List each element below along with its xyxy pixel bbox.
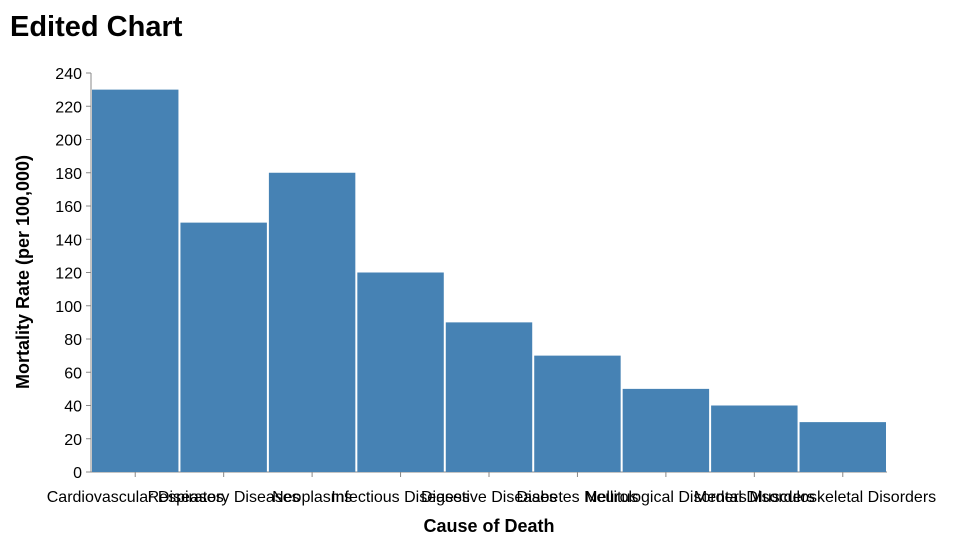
y-tick-label: 240: [55, 66, 82, 83]
y-tick-label: 60: [64, 365, 82, 382]
bar: [799, 422, 886, 472]
y-tick-label: 120: [55, 266, 82, 283]
x-tick-label: Musculoskeletal Disorders: [749, 489, 936, 506]
bar: [92, 89, 179, 472]
x-tick-label: Diabetes Mellitus: [517, 489, 639, 506]
y-tick-label: 20: [64, 432, 82, 449]
bar: [268, 172, 356, 472]
bar: [445, 322, 533, 472]
y-tick-label: 0: [73, 465, 82, 482]
x-tick-label: Neurological Disorders: [585, 489, 747, 506]
chart-title: Edited Chart: [10, 11, 183, 43]
y-tick-label: 80: [64, 332, 82, 349]
bar: [180, 222, 267, 472]
y-tick-label: 140: [55, 232, 82, 249]
y-tick-label: 160: [55, 199, 82, 216]
x-tick-label: Infectious Diseases: [331, 489, 470, 506]
x-tick-label: Cardiovascular Diseases: [47, 489, 224, 506]
x-tick-label: Mental Disorders: [694, 489, 815, 506]
bar: [357, 272, 444, 472]
y-tick-label: 200: [55, 133, 82, 150]
y-tick-label: 40: [64, 399, 82, 416]
y-tick-label: 100: [55, 299, 82, 316]
y-tick-label: 220: [55, 99, 82, 116]
y-axis: 0 20 40 60 80 100 120 140 160 180 200 220 240: [55, 66, 92, 482]
bar: [534, 355, 621, 472]
bars: [92, 89, 886, 472]
x-tick-label: Digestive Diseases: [421, 489, 557, 506]
x-tick-label: Neoplasms: [272, 489, 352, 506]
bar: [711, 405, 798, 472]
bar: [622, 388, 710, 472]
y-axis-title: Mortality Rate (per 100,000): [13, 155, 33, 389]
x-tick-label: Respiratory Diseases: [148, 489, 300, 506]
x-axis-title: Cause of Death: [423, 516, 554, 536]
y-tick-label: 180: [55, 166, 82, 183]
